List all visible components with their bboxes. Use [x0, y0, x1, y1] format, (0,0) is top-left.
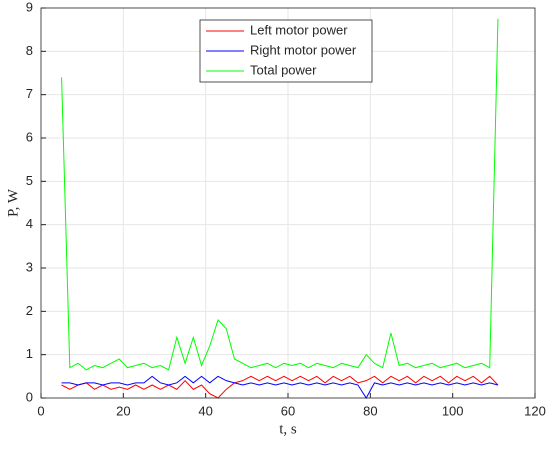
legend-label: Total power — [250, 62, 317, 77]
x-tick-label: 20 — [116, 403, 130, 418]
data-line — [61, 375, 499, 399]
y-tick-label: 8 — [26, 43, 33, 58]
data-line — [61, 375, 499, 399]
axes-box — [40, 7, 536, 399]
legend-label: Left motor power — [250, 22, 348, 37]
x-tick-label: 100 — [442, 403, 464, 418]
y-tick-label: 5 — [26, 173, 33, 188]
y-tick-label: 3 — [26, 259, 33, 274]
y-tick-label: 6 — [26, 129, 33, 144]
y-tick-label: 1 — [26, 346, 33, 361]
x-axis-label: t, s — [279, 421, 297, 437]
y-tick-label: 7 — [26, 86, 33, 101]
y-tick-label: 2 — [26, 303, 33, 318]
x-tick-label: 40 — [198, 403, 212, 418]
legend-label: Right motor power — [250, 42, 357, 57]
x-tick-label: 80 — [363, 403, 377, 418]
y-tick-label: 4 — [26, 216, 33, 231]
x-tick-label: 0 — [37, 403, 44, 418]
x-tick-label: 60 — [281, 403, 295, 418]
y-axis-label: P, W — [5, 188, 21, 217]
y-tick-label: 0 — [26, 389, 33, 404]
x-tick-label: 120 — [524, 403, 546, 418]
y-tick-label: 9 — [26, 0, 33, 14]
data-line — [61, 18, 499, 371]
